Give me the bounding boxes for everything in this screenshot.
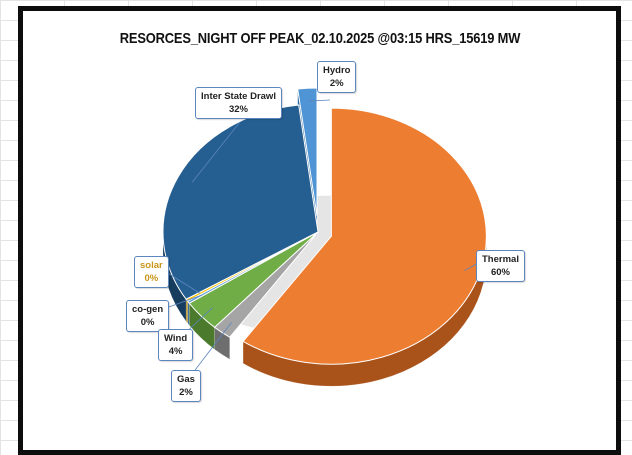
data-label-hydro-name: Hydro (323, 65, 351, 76)
data-label-wind-pct: 4% (168, 346, 183, 357)
data-label-co-gen-pct: 0% (140, 317, 155, 328)
data-label-inter-state-drawl: Inter State Drawl 32% (195, 87, 282, 119)
leader-line-hydro (308, 99, 331, 102)
slice-hydro (297, 87, 318, 217)
data-label-wind-name: Wind (164, 333, 188, 344)
data-label-gas: Gas 2% (171, 370, 201, 402)
data-label-hydro-pct: 2% (329, 78, 344, 89)
data-label-co-gen-name: co-gen (132, 304, 164, 315)
leader-line-gas (191, 322, 232, 375)
data-label-solar-pct: 0% (144, 273, 159, 284)
data-label-thermal-pct: 60% (490, 267, 510, 278)
data-label-gas-name: Gas (177, 374, 195, 385)
data-label-inter-state-drawl-name: Inter State Drawl (201, 91, 276, 102)
data-label-thermal: Thermal 60% (476, 250, 525, 282)
chart-title: RESORCES_NIGHT OFF PEAK_02.10.2025 @03:1… (119, 30, 521, 47)
data-label-gas-pct: 2% (179, 387, 193, 398)
data-label-co-gen: co-gen 0% (126, 300, 170, 332)
data-label-inter-state-drawl-pct: 32% (228, 104, 248, 115)
data-label-wind: Wind 4% (158, 329, 194, 361)
leader-line-solar (162, 269, 201, 294)
data-label-solar: solar 0% (134, 256, 169, 288)
leader-line-inter-state-drawl (191, 121, 241, 183)
data-label-solar-name: solar (140, 260, 163, 271)
data-label-thermal-name: Thermal (482, 254, 519, 265)
data-label-hydro: Hydro 2% (317, 61, 357, 93)
